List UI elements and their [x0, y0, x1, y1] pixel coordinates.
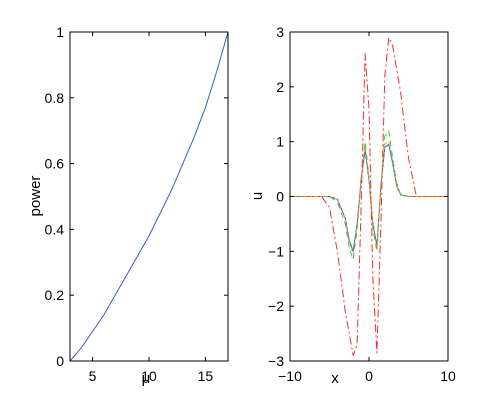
x-axis-label-0: μ: [142, 370, 151, 387]
series-line-1-0: [290, 143, 448, 252]
y-tick-label-1-1: −2: [268, 298, 284, 314]
y-tick-label-0-3: 0.6: [45, 156, 65, 172]
y-tick-label-1-5: 2: [276, 79, 284, 95]
y-tick-label-1-4: 1: [276, 134, 284, 150]
series-line-0-0: [70, 32, 228, 361]
x-tick-label-1-1: 0: [365, 368, 373, 384]
y-tick-label-1-6: 3: [276, 24, 284, 40]
y-tick-label-0-2: 0.4: [45, 221, 65, 237]
y-tick-label-0-5: 1: [56, 24, 64, 40]
x-tick-label-0-0: 5: [89, 368, 97, 384]
series-line-1-2: [290, 37, 448, 356]
y-tick-label-0-1: 0.2: [45, 287, 65, 303]
x-tick-label-0-2: 15: [198, 368, 214, 384]
chart-panel-0: 5 10 15 0 0.2 0.4 0.6 0.8 1 μ power: [27, 24, 229, 387]
x-axis-label-1: x: [331, 370, 339, 387]
y-axis-label-1: u: [249, 192, 266, 200]
y-tick-label-1-2: −1: [268, 243, 284, 259]
series-line-1-1: [290, 130, 448, 261]
x-tick-label-0-1: 10: [141, 368, 157, 384]
x-tick-label-1-0: −10: [278, 368, 302, 384]
y-tick-label-0-4: 0.8: [45, 90, 65, 106]
y-tick-label-1-3: 0: [276, 189, 284, 205]
y-axis-label-0: power: [27, 176, 44, 217]
y-tick-label-1-0: −3: [268, 353, 284, 369]
series-line-1-3: [290, 141, 448, 255]
y-tick-label-0-0: 0: [56, 353, 64, 369]
x-tick-label-1-2: 10: [440, 368, 456, 384]
axes-frame-0: [69, 31, 229, 362]
